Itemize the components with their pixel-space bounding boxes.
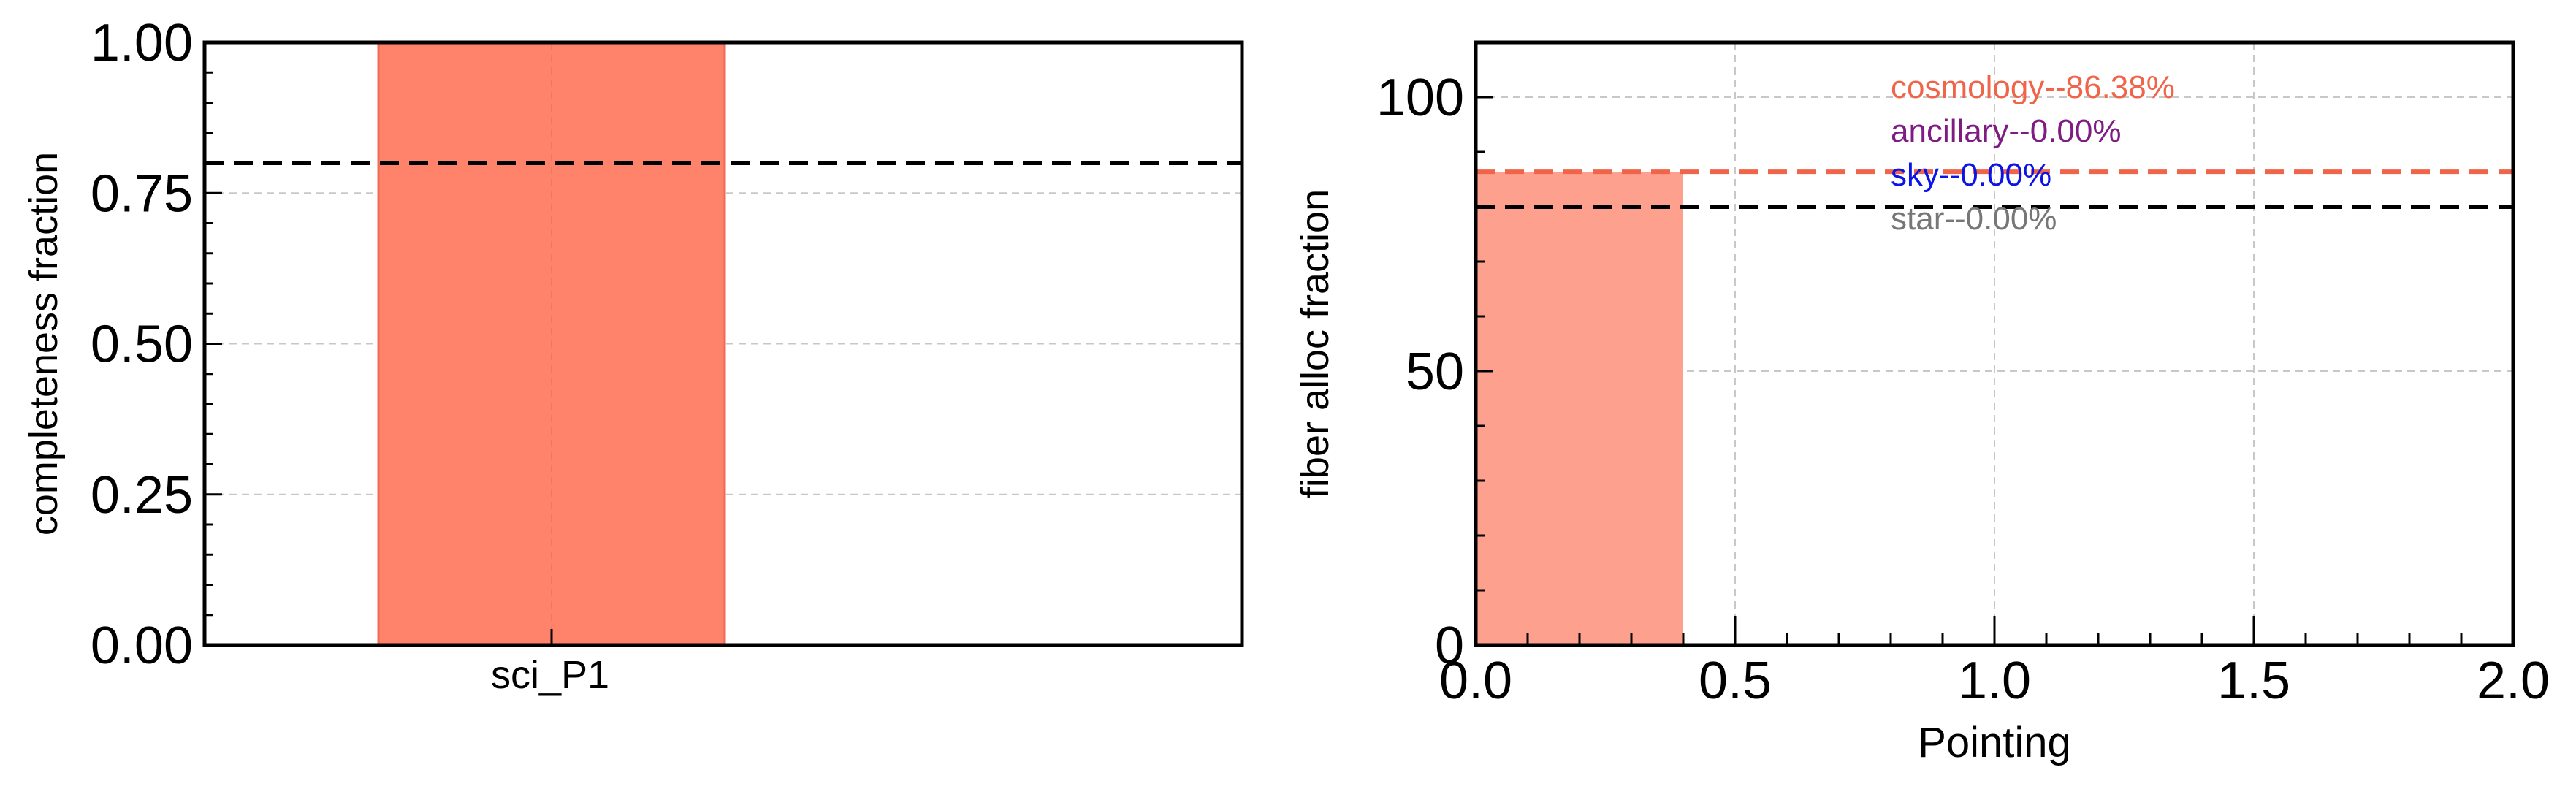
y-tick-label: 0.75 (91, 164, 193, 223)
x-tick-label: 0.5 (1699, 652, 1772, 710)
x-tick-label: 2.0 (2477, 652, 2550, 710)
completeness-panel: 0.00 0.25 0.50 0.75 1.00 sci_P1 completeness… (22, 14, 1244, 697)
right-axes-frame (1474, 40, 2515, 647)
annotation-0: cosmology--86.38% (1891, 69, 2175, 105)
left-axes-frame (202, 40, 1244, 647)
y-axis-label-right: fiber alloc fraction (1293, 189, 1337, 498)
x-category-label: sci_P1 (491, 653, 609, 697)
annotation-2: sky--0.00% (1891, 157, 2051, 193)
right-reference-lines (1476, 169, 2513, 209)
y-tick-label: 0 (1435, 617, 1464, 675)
y-tick-label: 0.25 (91, 466, 193, 525)
right-x-tick-labels: 0.0 0.5 1.0 1.5 2.0 (1439, 652, 2550, 710)
x-tick-label: 1.5 (2217, 652, 2290, 710)
y-axis-label: completeness fraction (22, 152, 66, 535)
annotation-3: star--0.00% (1891, 201, 2057, 237)
y-tick-label: 100 (1376, 69, 1464, 127)
x-axis-label: Pointing (1918, 719, 2071, 766)
right-y-tick-labels: 0 50 100 (1376, 69, 1464, 675)
y-tick-label: 1.00 (91, 14, 193, 72)
y-tick-label: 0.50 (91, 316, 193, 374)
x-tick-label: 0.0 (1439, 652, 1512, 710)
left-y-tick-labels: 0.00 0.25 0.50 0.75 1.00 (91, 14, 193, 675)
fiber-alloc-panel: 0 50 100 0.0 0.5 1.0 1.5 2.0 cosmology--86.38%… (1293, 40, 2550, 766)
y-tick-label: 50 (1406, 343, 1464, 401)
annotation-1: ancillary--0.00% (1891, 113, 2121, 149)
allocation-annotations: cosmology--86.38% ancillary--0.00% sky--0.… (1891, 69, 2175, 237)
y-tick-label: 0.00 (91, 617, 193, 675)
bar-pointing (1476, 172, 1683, 645)
x-tick-label: 1.0 (1958, 652, 2031, 710)
